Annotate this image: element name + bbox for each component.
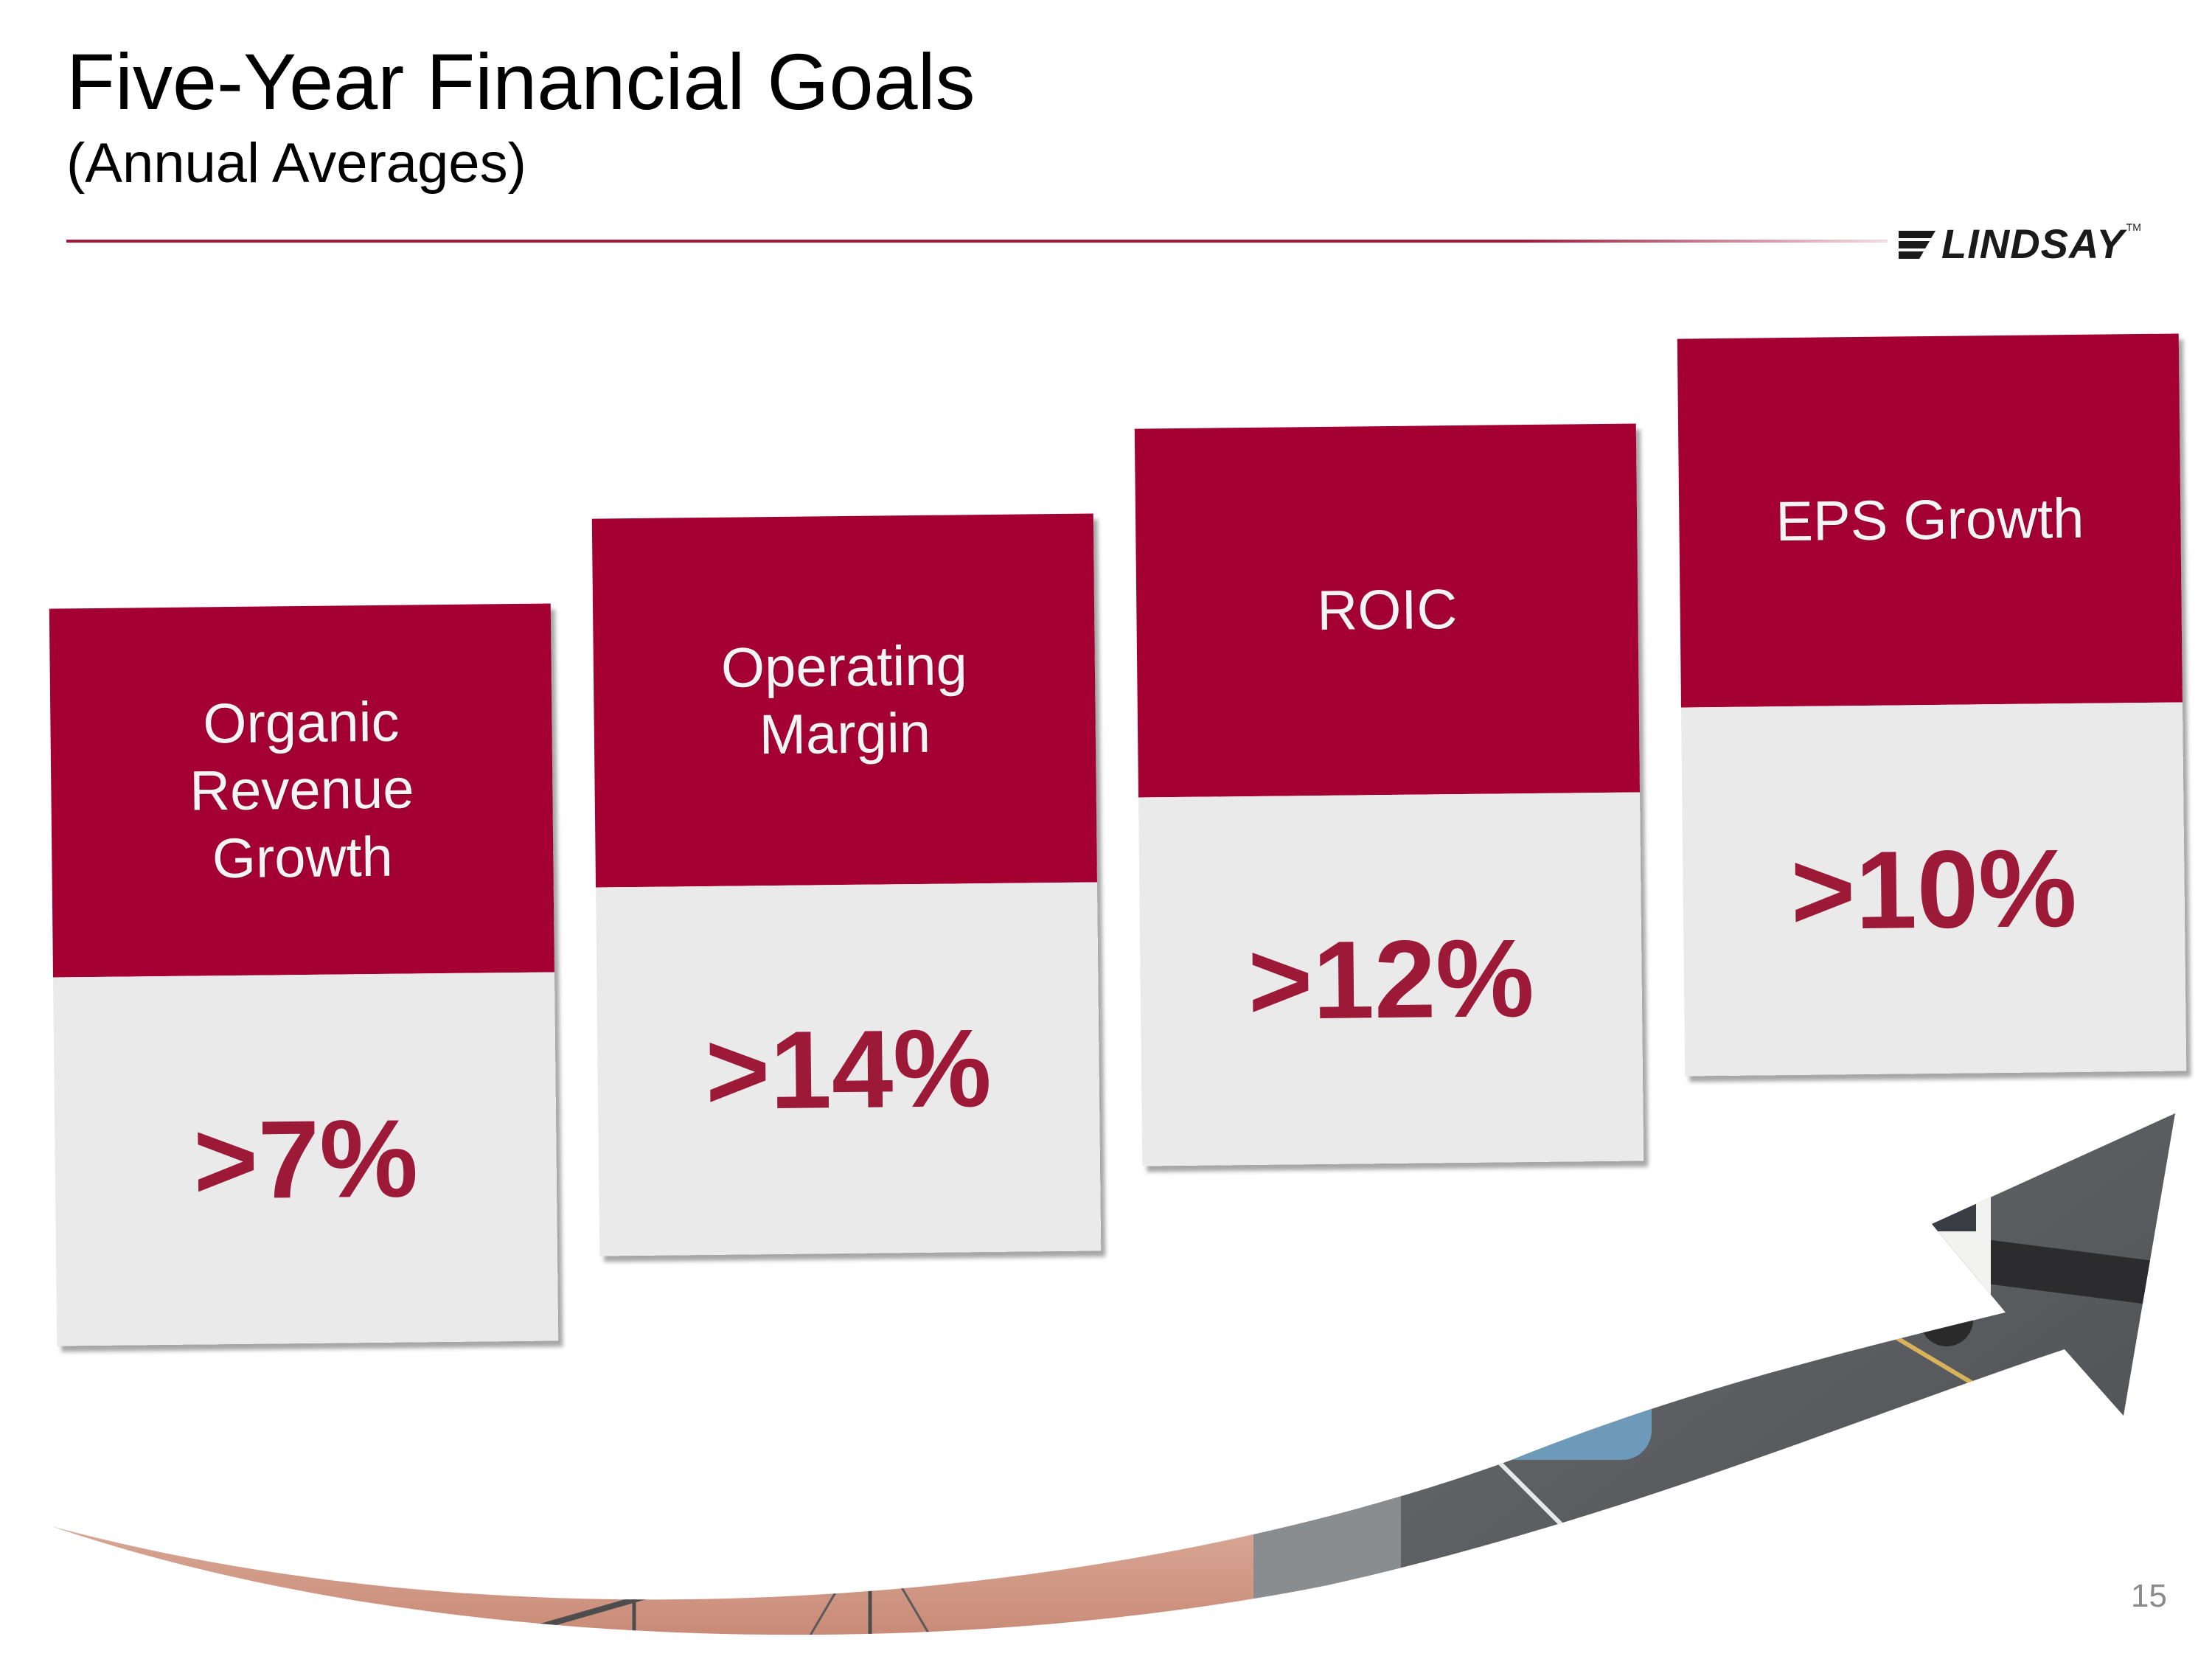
header-divider [66,240,1888,243]
goal-card-header: ROIC [1134,423,1640,798]
goal-card-roic: ROIC >12% [1134,423,1644,1166]
slide-title: Five-Year Financial Goals [66,37,975,126]
goal-card-operating-margin: Operating Margin >14% [591,513,1102,1256]
logo-trademark: TM [2126,221,2141,233]
goal-card-body: >7% [53,972,559,1346]
goal-card-organic-revenue-growth: Organic Revenue Growth >7% [49,603,559,1346]
goal-value: >10% [1790,825,2078,953]
logo-wordmark: LINDSAY [1941,220,2125,267]
goal-label: Operating Margin [720,634,968,767]
goal-card-header: Operating Margin [591,513,1097,888]
goal-value: >12% [1247,915,1535,1043]
goal-card-body: >12% [1138,792,1644,1166]
goal-card-eps-growth: EPS Growth >10% [1677,333,2187,1077]
slide-subtitle: (Annual Averages) [66,132,526,195]
goal-label: Organic Revenue Growth [189,690,414,890]
goal-value: >14% [704,1005,992,1133]
goal-card-header: EPS Growth [1677,333,2183,708]
goal-label: EPS Growth [1775,487,2084,554]
lindsay-logo-icon [1899,231,1935,259]
goal-card-header: Organic Revenue Growth [49,603,554,978]
goal-label: ROIC [1316,578,1458,643]
goal-value: >7% [192,1095,419,1222]
lindsay-logo: LINDSAY TM [1899,220,2141,267]
goal-card-body: >14% [596,882,1102,1256]
page-number: 15 [2131,1578,2167,1614]
goal-card-body: >10% [1681,702,2187,1077]
